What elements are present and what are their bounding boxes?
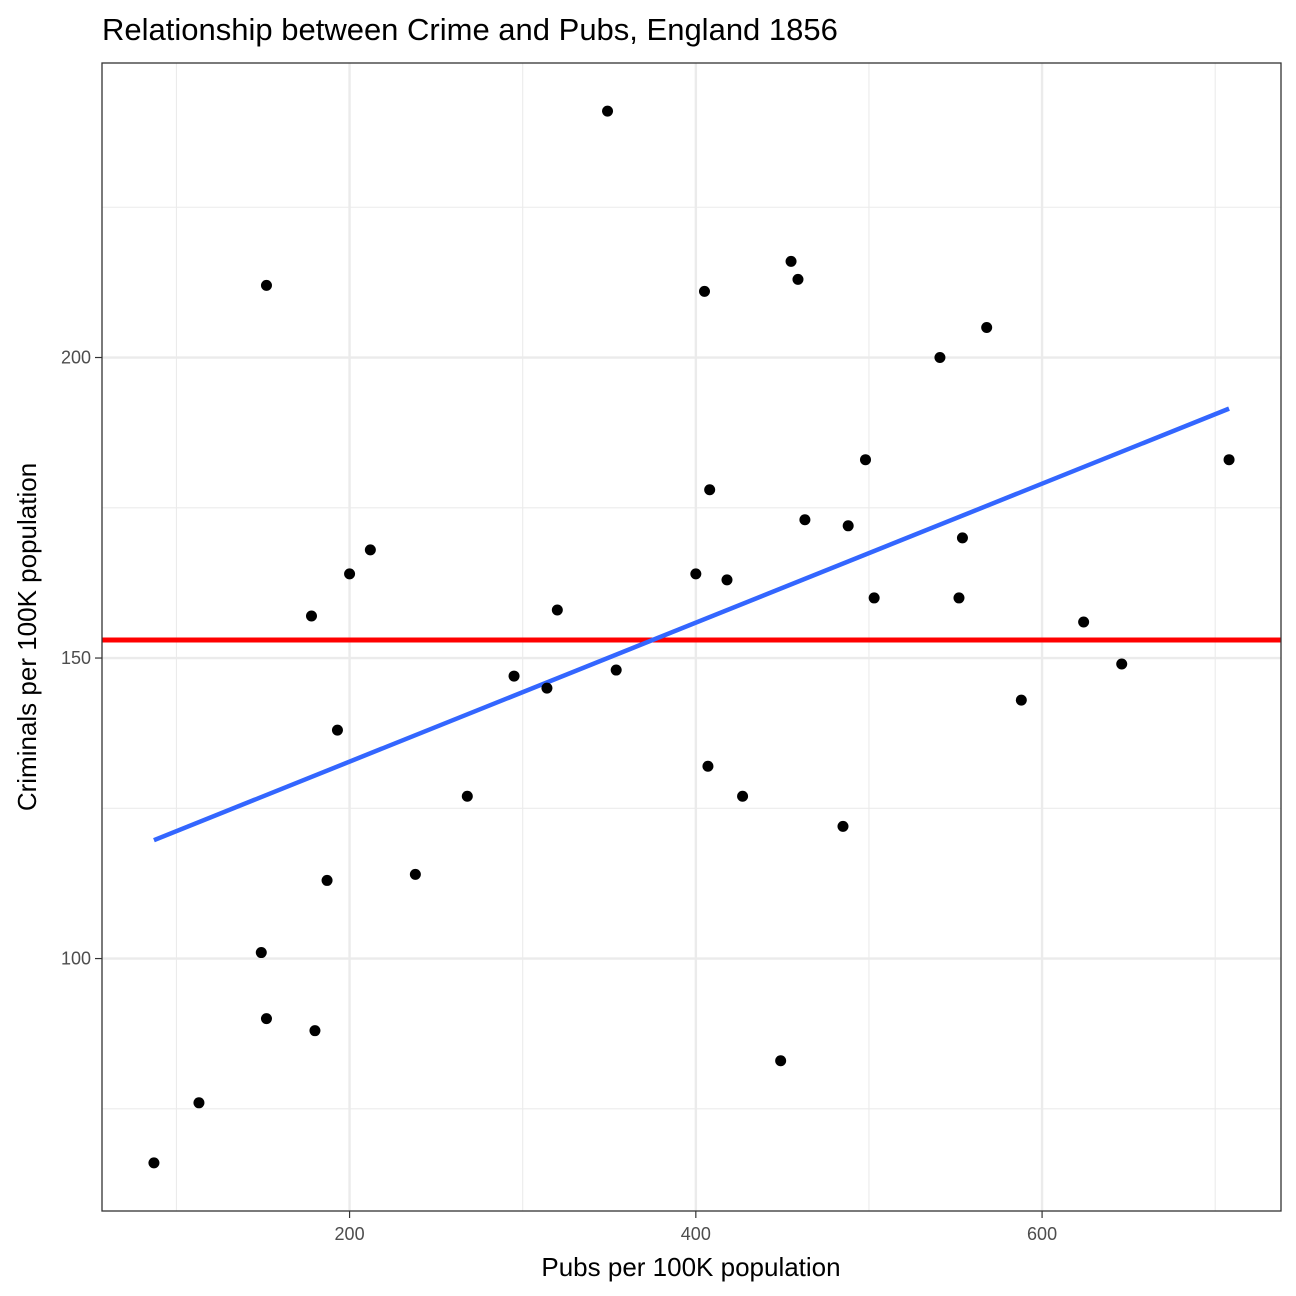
data-point: [255, 947, 267, 959]
data-point: [981, 321, 993, 333]
plot-panel-border: [101, 62, 1282, 1212]
x-axis: 200 400 600: [335, 1211, 1057, 1244]
data-point: [785, 255, 797, 267]
data-point: [260, 279, 272, 291]
data-point: [331, 724, 343, 736]
data-point: [799, 514, 811, 526]
data-point: [1223, 454, 1235, 466]
data-point: [792, 273, 804, 285]
data-point: [409, 868, 421, 880]
x-axis-title: Pubs per 100K population: [541, 1252, 840, 1282]
y-axis-title: Criminals per 100K population: [12, 463, 42, 811]
data-point: [344, 568, 356, 580]
data-point: [698, 285, 710, 297]
data-point: [721, 574, 733, 586]
fit-line-group: [153, 406, 1230, 843]
minor-gridlines: [102, 63, 1281, 1211]
data-point: [508, 670, 520, 682]
data-point: [193, 1097, 205, 1109]
data-point: [461, 790, 473, 802]
data-point: [775, 1055, 787, 1067]
data-point: [364, 544, 376, 556]
y-tick-label: 150: [61, 648, 91, 668]
data-point: [551, 604, 563, 616]
x-tick-label: 400: [681, 1224, 711, 1244]
data-point: [260, 1013, 272, 1025]
data-point: [148, 1157, 160, 1169]
data-point: [321, 874, 333, 886]
chart-title: Relationship between Crime and Pubs, Eng…: [102, 12, 838, 47]
data-point: [737, 790, 749, 802]
regression-line: [153, 406, 1230, 843]
data-point: [690, 568, 702, 580]
data-point: [868, 592, 880, 604]
data-point: [704, 484, 716, 496]
data-point: [934, 352, 946, 364]
y-tick-label: 200: [61, 348, 91, 368]
y-tick-label: 100: [61, 949, 91, 969]
data-point: [602, 105, 614, 117]
data-point: [953, 592, 965, 604]
data-points: [148, 105, 1235, 1169]
x-tick-label: 200: [335, 1224, 365, 1244]
data-point: [956, 532, 968, 544]
data-point: [1116, 658, 1128, 670]
y-axis: 100 150 200: [61, 348, 102, 969]
data-point: [309, 1025, 321, 1037]
major-gridlines: [102, 63, 1281, 1211]
data-point: [859, 454, 871, 466]
x-tick-label: 600: [1027, 1224, 1057, 1244]
data-point: [837, 820, 849, 832]
data-point: [1078, 616, 1090, 628]
data-point: [610, 664, 622, 676]
data-point: [305, 610, 317, 622]
data-point: [702, 760, 714, 772]
data-point: [1015, 694, 1027, 706]
data-point: [541, 682, 553, 694]
data-point: [842, 520, 854, 532]
